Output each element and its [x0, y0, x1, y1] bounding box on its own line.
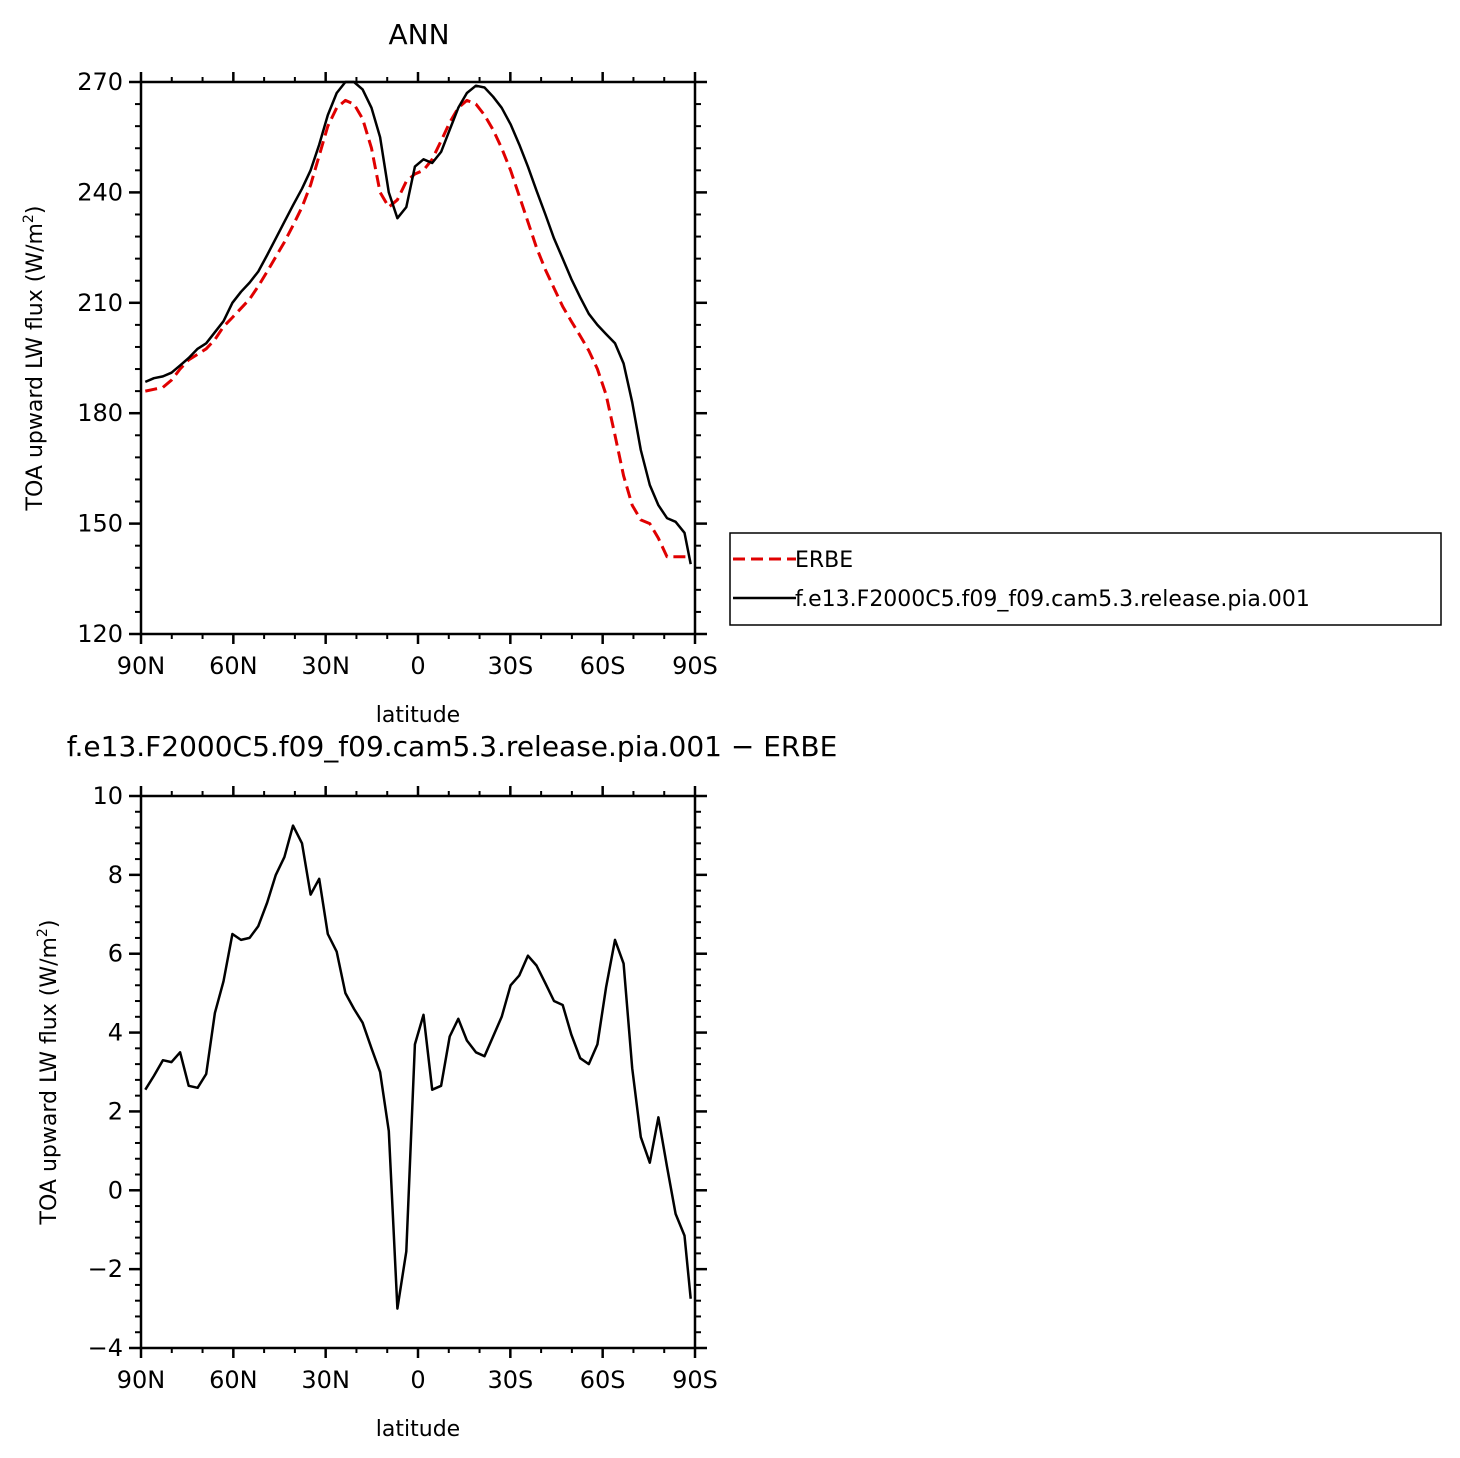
bottom-y-label-sup: 2: [35, 928, 51, 937]
top-x-tick-label: 30N: [301, 652, 350, 680]
bottom-y-tick-label: 4: [108, 1019, 123, 1047]
top-y-tick-label: 150: [77, 510, 123, 538]
bottom-y-label-main: TOA upward LW flux (W/m: [37, 937, 62, 1225]
bottom-y-tick-label: −4: [88, 1334, 123, 1362]
top-y-label-sup: 2: [21, 214, 37, 223]
svg-text:TOA upward LW flux (W/m2): TOA upward LW flux (W/m2): [21, 206, 48, 512]
bottom-y-tick-label: −2: [88, 1255, 123, 1283]
top-panel: ANN TOA upward LW flux (W/m2) latitude 9…: [21, 18, 718, 728]
bottom-panel: f.e13.F2000C5.f09_f09.cam5.3.release.pia…: [35, 730, 837, 1442]
top-x-tick-label: 60N: [209, 652, 258, 680]
top-y-tick-label: 210: [77, 289, 123, 317]
legend: ERBE f.e13.F2000C5.f09_f09.cam5.3.releas…: [729, 532, 1442, 626]
top-x-tick-label: 90N: [117, 652, 166, 680]
bottom-x-tick-label: 90S: [672, 1366, 718, 1394]
top-y-label-main: TOA upward LW flux (W/m: [23, 223, 48, 511]
bottom-y-tick-label: 8: [108, 861, 123, 889]
top-x-tick-label: 0: [410, 652, 425, 680]
top-plot-frame: [139, 80, 697, 636]
bottom-x-axis-label: latitude: [376, 1417, 460, 1442]
top-y-axis-label: TOA upward LW flux (W/m2): [21, 206, 48, 512]
top-x-axis-label: latitude: [376, 703, 460, 728]
bottom-series-line-model: [144, 824, 692, 1310]
top-series-line-erbe: [144, 98, 691, 559]
top-y-label-end: ): [23, 206, 48, 215]
bottom-y-tick-label: 6: [108, 940, 123, 968]
legend-model-label: f.e13.F2000C5.f09_f09.cam5.3.release.pia…: [795, 587, 1310, 612]
top-chart-title: ANN: [388, 18, 449, 51]
top-y-tick-label: 240: [77, 178, 123, 206]
bottom-chart-title: f.e13.F2000C5.f09_f09.cam5.3.release.pia…: [67, 730, 838, 763]
bottom-y-axis-label: TOA upward LW flux (W/m2): [35, 920, 62, 1226]
bottom-y-tick-label: 2: [108, 1097, 123, 1125]
bottom-x-tick-label: 60S: [580, 1366, 626, 1394]
bottom-y-tick-label: 0: [108, 1176, 123, 1204]
bottom-x-tick-label: 0: [410, 1366, 425, 1394]
top-x-tick-label: 60S: [580, 652, 626, 680]
bottom-plot-frame: [139, 794, 697, 1350]
bottom-y-tick-label: 10: [92, 782, 123, 810]
top-x-tick-label: 30S: [487, 652, 533, 680]
top-x-tick-label: 90S: [672, 652, 718, 680]
svg-text:TOA upward LW flux (W/m2): TOA upward LW flux (W/m2): [35, 920, 62, 1226]
top-series-line-model: [144, 80, 692, 565]
bottom-x-tick-label: 30N: [301, 1366, 350, 1394]
top-y-tick-label: 270: [77, 68, 123, 96]
bottom-x-tick-label: 90N: [117, 1366, 166, 1394]
bottom-x-tick-label: 60N: [209, 1366, 258, 1394]
legend-erbe-label: ERBE: [795, 548, 853, 573]
top-y-tick-label: 180: [77, 399, 123, 427]
bottom-y-label-end: ): [37, 920, 62, 929]
bottom-x-tick-label: 30S: [487, 1366, 533, 1394]
legend-box: [729, 532, 1442, 626]
top-y-tick-label: 120: [77, 620, 123, 648]
